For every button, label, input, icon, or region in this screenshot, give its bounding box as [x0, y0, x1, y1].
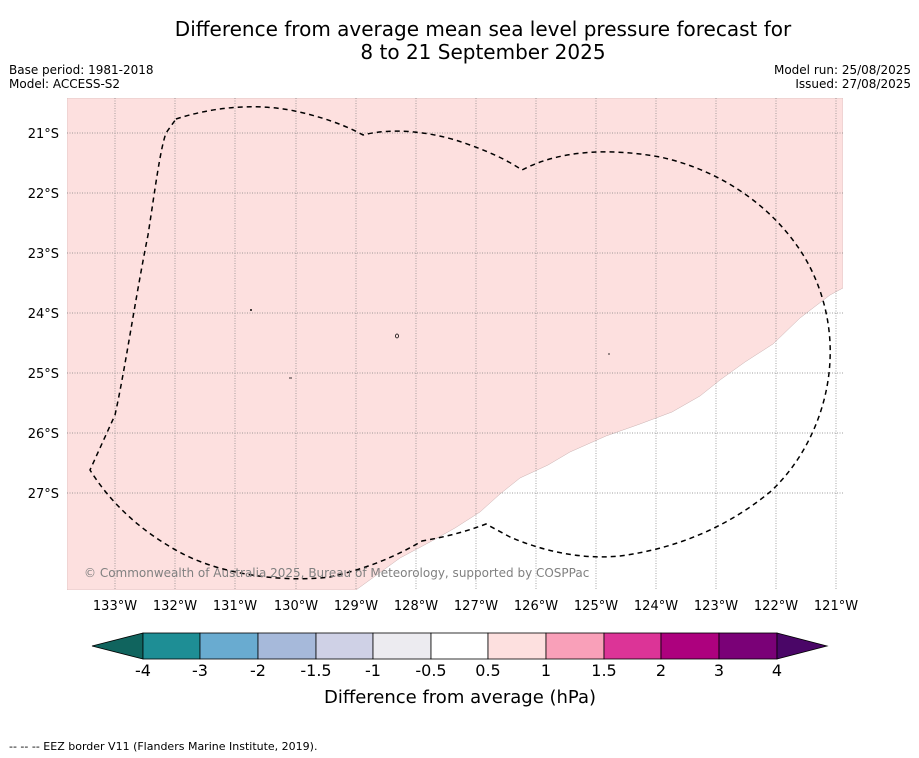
- colorbar-swatch: [718, 632, 778, 660]
- lon-label: 129°W: [334, 599, 378, 614]
- lon-label: 124°W: [634, 599, 678, 614]
- lon-label: 133°W: [93, 599, 137, 614]
- colorbar-tick-label: 4: [772, 661, 782, 680]
- anomaly-region-0.5-to-1: [67, 98, 843, 590]
- colorbar-swatch: [142, 632, 201, 660]
- lon-label: 126°W: [514, 599, 558, 614]
- colorbar-tick-label: -0.5: [415, 661, 446, 680]
- lon-label: 123°W: [694, 599, 738, 614]
- colorbar-swatch: [372, 632, 432, 660]
- model-run-label: Model run: 25/08/2025: [773, 63, 911, 77]
- lon-label: 127°W: [454, 599, 498, 614]
- lon-label: 128°W: [394, 599, 438, 614]
- meta-left: Base period: 1981-2018 Model: ACCESS-S2: [9, 63, 154, 91]
- lon-label: 130°W: [274, 599, 318, 614]
- lon-label: 131°W: [213, 599, 257, 614]
- lon-label: 121°W: [814, 599, 858, 614]
- colorbar-tick-label: -2: [250, 661, 266, 680]
- colorbar: -4 -3 -2 -1.5 -1 -0.5 0.5 1 1.5 2 3 4 Di…: [91, 632, 829, 708]
- longitude-labels: 133°W 132°W 131°W 130°W 129°W 128°W 127°…: [93, 599, 858, 614]
- colorbar-tick-label: 2: [656, 661, 666, 680]
- small-islands: [249, 308, 610, 379]
- model-label: Model: ACCESS-S2: [9, 77, 121, 91]
- colorbar-high-extension: [776, 632, 829, 660]
- colorbar-swatch: [315, 632, 374, 660]
- colorbar-low-extension: [91, 632, 144, 660]
- colorbar-swatch: [545, 632, 605, 660]
- lat-label: 22°S: [28, 187, 59, 202]
- lon-label: 125°W: [574, 599, 618, 614]
- lat-label: 24°S: [28, 307, 59, 322]
- eez-border: [89, 106, 831, 580]
- colorbar-swatch: [257, 632, 317, 660]
- colorbar-swatch: [660, 632, 720, 660]
- title-line-1: Difference from average mean sea level p…: [174, 17, 792, 41]
- colorbar-swatch: [487, 632, 547, 660]
- lon-label: 132°W: [153, 599, 197, 614]
- graticule: [67, 98, 843, 590]
- colorbar-title: Difference from average (hPa): [324, 687, 596, 708]
- colorbar-tick-label: -1.5: [300, 661, 331, 680]
- colorbar-tick-label: 1: [541, 661, 551, 680]
- map-title: Difference from average mean sea level p…: [0, 18, 919, 64]
- colorbar-swatch: [199, 632, 259, 660]
- issued-label: Issued: 27/08/2025: [795, 77, 911, 91]
- colorbar-tick-label: -3: [192, 661, 208, 680]
- colorbar-tick-label: 3: [714, 661, 724, 680]
- lat-label: 23°S: [28, 247, 59, 262]
- colorbar-tick-label: 0.5: [475, 661, 500, 680]
- lat-label: 25°S: [28, 367, 59, 382]
- colorbar-swatch: [603, 632, 662, 660]
- colorbar-tick-label: -4: [135, 661, 151, 680]
- eez-source-note: -- -- -- EEZ border V11 (Flanders Marine…: [9, 740, 318, 753]
- latitude-labels: 21°S 22°S 23°S 24°S 25°S 26°S 27°S: [28, 127, 59, 502]
- lat-label: 21°S: [28, 127, 59, 142]
- lat-label: 27°S: [28, 487, 59, 502]
- map-area: © Commonwealth of Australia 2025, Bureau…: [67, 98, 843, 590]
- lon-label: 122°W: [754, 599, 798, 614]
- lat-label: 26°S: [28, 427, 59, 442]
- meta-right: Model run: 25/08/2025 Issued: 27/08/2025: [774, 63, 911, 91]
- title-line-2: 8 to 21 September 2025: [360, 40, 606, 64]
- colorbar-tick-label: -1: [365, 661, 381, 680]
- colorbar-tick-label: 1.5: [591, 661, 616, 680]
- copyright-notice: © Commonwealth of Australia 2025, Bureau…: [84, 566, 589, 580]
- base-period-label: Base period: 1981-2018: [9, 63, 154, 77]
- colorbar-swatch: [430, 632, 489, 660]
